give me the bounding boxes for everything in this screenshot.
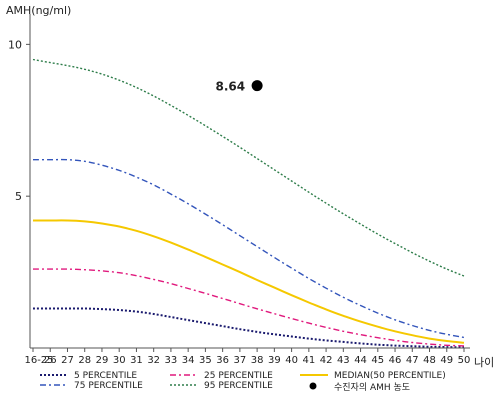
x-tick-label: 50 (458, 355, 471, 366)
x-tick-label: 30 (113, 355, 126, 366)
x-tick-label: 40 (285, 355, 298, 366)
y-tick-label: 10 (8, 38, 22, 51)
x-tick-label: 48 (423, 355, 436, 366)
y-tick-label: 5 (15, 190, 22, 203)
legend-label: 5 PERCENTILE (74, 371, 137, 381)
x-tick-label: 46 (389, 355, 402, 366)
x-tick-label: 32 (147, 355, 160, 366)
x-tick-label: 44 (354, 355, 367, 366)
y-axis-title: AMH(ng/ml) (6, 4, 71, 17)
series-line-25-percentile (33, 268, 465, 347)
legend-label: 25 PERCENTILE (204, 371, 273, 381)
x-tick-label: 27 (61, 355, 74, 366)
x-tick-label: 34 (182, 355, 195, 366)
x-tick-label: 31 (130, 355, 143, 366)
x-tick-label: 16-25 (24, 355, 53, 366)
x-tick-label: 38 (251, 355, 264, 366)
x-tick-label: 36 (216, 355, 229, 366)
x-tick-label: 26 (44, 355, 57, 366)
patient-amh-value-label: 8.64 (216, 80, 246, 94)
patient-amh-point (251, 80, 263, 92)
x-tick-label: 42 (320, 355, 333, 366)
legend-swatch-patient (309, 382, 317, 390)
x-tick-label: 43 (337, 355, 350, 366)
x-tick-label: 49 (440, 355, 453, 366)
x-axis-title: 나이 (474, 356, 494, 369)
series-line-median-50-percentile (33, 219, 465, 344)
x-tick-label: 45 (371, 355, 384, 366)
x-tick-label: 41 (302, 355, 315, 366)
legend-label: 95 PERCENTILE (204, 381, 273, 391)
x-tick-label: 37 (234, 355, 247, 366)
series-line-5-percentile (33, 307, 465, 349)
series-line-95-percentile (32, 58, 465, 277)
x-tick-label: 47 (406, 355, 419, 366)
legend-label-patient: 수진자의 AMH 농도 (334, 382, 410, 393)
x-tick-label: 28 (78, 355, 91, 366)
legend-label: 75 PERCENTILE (74, 381, 143, 391)
series-line-75-percentile (33, 158, 465, 339)
x-tick-label: 39 (268, 355, 281, 366)
x-tick-label: 29 (96, 355, 109, 366)
x-tick-label: 33 (165, 355, 178, 366)
x-tick-label: 35 (199, 355, 212, 366)
legend-label: MEDIAN(50 PERCENTILE) (334, 371, 446, 381)
